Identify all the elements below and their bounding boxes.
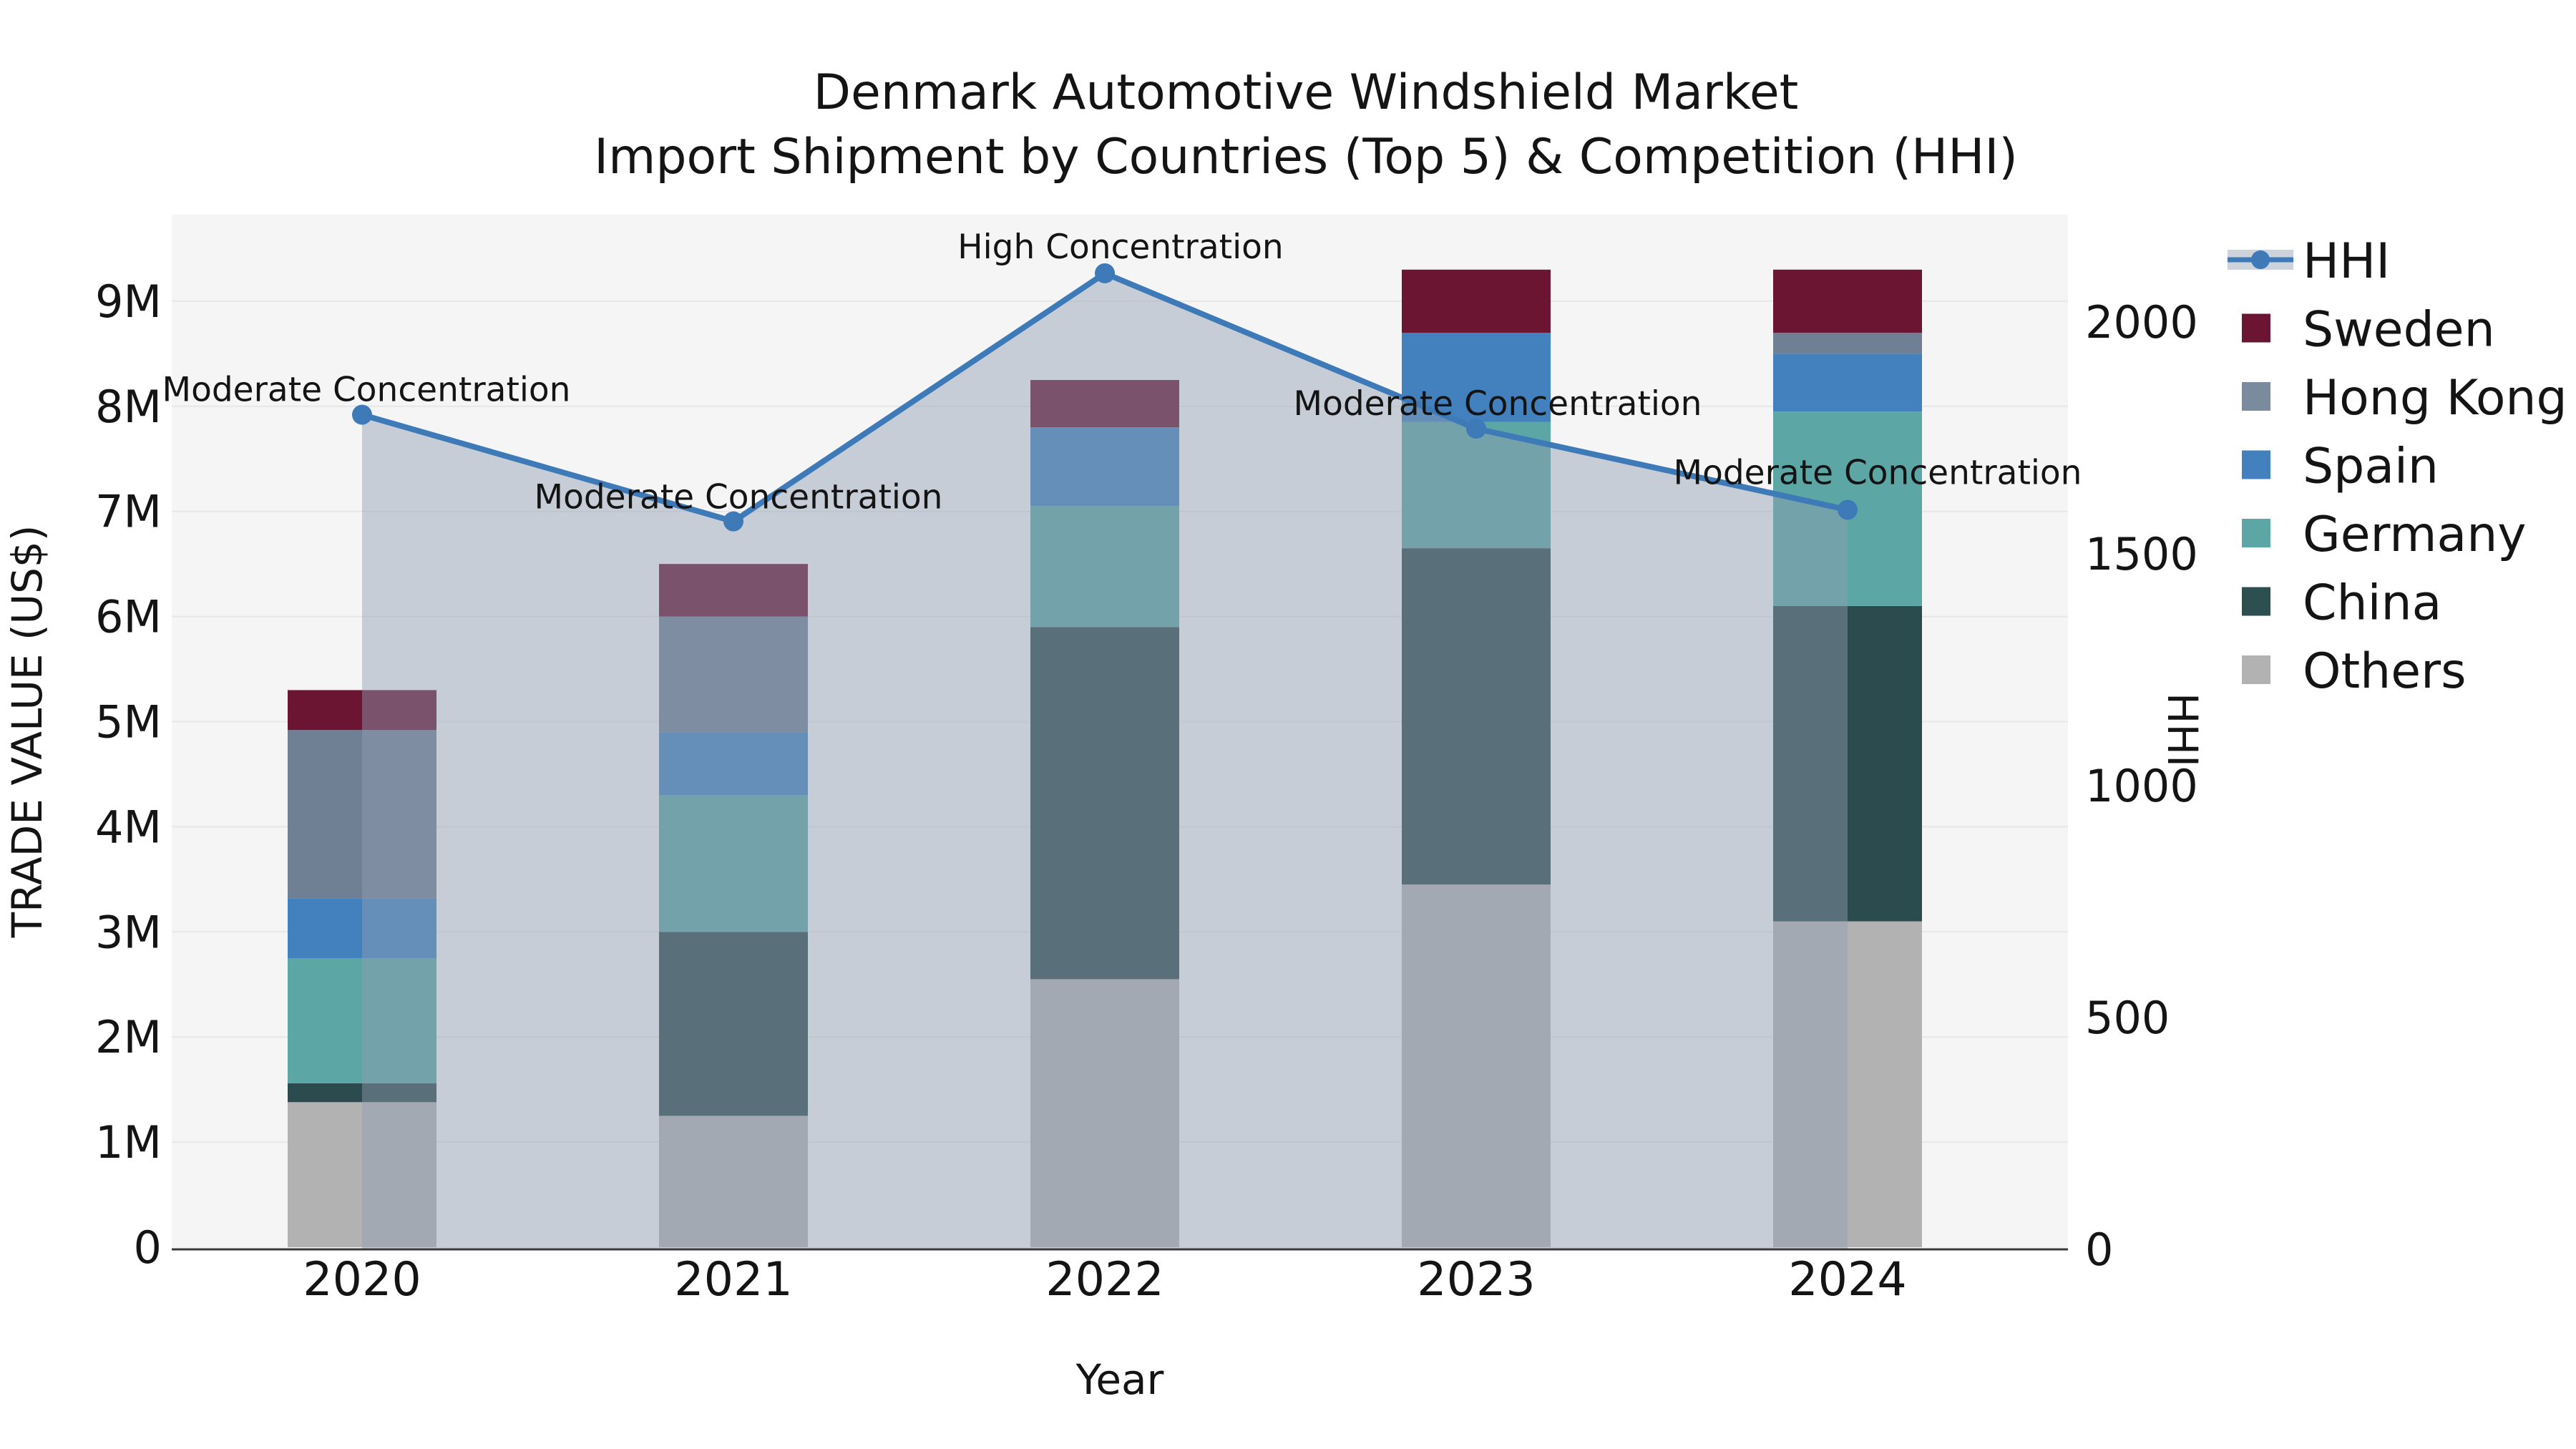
- bar-segment-hong-kong-2020: [288, 730, 436, 899]
- legend-hhi-marker: [2251, 250, 2270, 269]
- legend-label: Spain: [2303, 439, 2439, 495]
- bar-segment-china-2024: [1773, 605, 1922, 922]
- hhi-fill-area: [362, 273, 1848, 1250]
- y-tick-left: 2M: [95, 1011, 162, 1063]
- bar-segment-china-2022: [1030, 627, 1179, 980]
- annotation-label: Moderate Concentration: [1674, 453, 2082, 492]
- bar-segment-germany-2023: [1402, 421, 1551, 549]
- bar-segment-hong-kong-2021: [659, 616, 808, 733]
- bar-segment-sweden-2023: [1402, 269, 1551, 333]
- legend-label: Hong Kong: [2303, 370, 2567, 426]
- tick-labels-group: 0 1M 2M 3M 4M 5M 6M 7M 8M 9M 0 500 1000 1500 2000 2020 2…: [95, 275, 2198, 1307]
- bar-segment-others-2020: [288, 1102, 436, 1247]
- y-tick-right: 1500: [2085, 528, 2198, 580]
- annotation-label: Moderate Concentration: [535, 478, 943, 517]
- legend-item-sweden: Sweden: [2242, 302, 2495, 358]
- y-tick-left: 8M: [95, 381, 162, 433]
- legend-item-china: China: [2242, 575, 2441, 632]
- bar-segment-sweden-2024: [1773, 269, 1922, 333]
- bar-segment-germany-2020: [288, 958, 436, 1083]
- x-tick-2023: 2023: [1417, 1253, 1535, 1307]
- bar-segment-others-2024: [1773, 921, 1922, 1247]
- bar-segment-spain-2024: [1773, 353, 1922, 412]
- hhi-marker-2023: [1466, 419, 1486, 439]
- y-tick-right: 500: [2085, 992, 2170, 1044]
- bar-segment-others-2022: [1030, 979, 1179, 1247]
- bar-segment-china-2021: [659, 932, 808, 1116]
- bar-segment-germany-2022: [1030, 506, 1179, 628]
- y-tick-left: 6M: [95, 591, 162, 643]
- bars-group: [288, 269, 1922, 1247]
- legend-item-hhi: HHI: [2228, 233, 2390, 290]
- y-axis-label-left: TRADE VALUE (US$): [3, 525, 52, 939]
- y-tick-left: 7M: [95, 486, 162, 538]
- y-tick-left: 9M: [95, 275, 162, 328]
- bar-segment-sweden-2022: [1030, 380, 1179, 428]
- legend-label: China: [2303, 575, 2441, 632]
- chart-title-line1: Denmark Automotive Windshield Market: [814, 64, 1799, 121]
- legend-label: HHI: [2303, 233, 2390, 290]
- bar-segment-spain-2020: [288, 898, 436, 959]
- legend-label: Germany: [2303, 507, 2527, 563]
- x-tick-2024: 2024: [1788, 1253, 1906, 1307]
- chart-title-line2: Import Shipment by Countries (Top 5) & C…: [594, 129, 2018, 185]
- y-axis-label-right: HHI: [2158, 693, 2207, 767]
- bar-segment-china-2023: [1402, 548, 1551, 885]
- legend-item-spain: Spain: [2242, 439, 2439, 495]
- hhi-marker-2020: [352, 404, 372, 425]
- y-tick-left: 4M: [95, 801, 162, 853]
- annotation-label: Moderate Concentration: [1294, 384, 1702, 424]
- annotation-label: High Concentration: [957, 228, 1283, 267]
- legend-item-others: Others: [2242, 643, 2467, 700]
- y-tick-left: 0: [134, 1221, 162, 1274]
- x-tick-2022: 2022: [1045, 1253, 1163, 1307]
- x-axis-label: Year: [1075, 1355, 1164, 1404]
- hhi-line-group: [352, 263, 1858, 532]
- hhi-fill-group: [362, 273, 1848, 1250]
- hhi-marker-2021: [723, 511, 743, 532]
- legend-label: Others: [2303, 643, 2467, 700]
- y-tick-left: 5M: [95, 696, 162, 748]
- y-tick-left: 3M: [95, 906, 162, 958]
- bar-segment-germany-2021: [659, 795, 808, 932]
- legend-swatch: [2242, 382, 2270, 411]
- bar-segment-spain-2022: [1030, 427, 1179, 507]
- bar-segment-spain-2021: [659, 732, 808, 796]
- y-tick-right: 2000: [2085, 296, 2198, 348]
- legend-swatch: [2242, 655, 2270, 684]
- bar-segment-sweden-2020: [288, 690, 436, 731]
- x-tick-2021: 2021: [674, 1253, 792, 1307]
- legend-swatch: [2242, 313, 2270, 343]
- annotation-label: Moderate Concentration: [162, 371, 571, 410]
- legend-item-hong-kong: Hong Kong: [2242, 370, 2567, 426]
- legend-item-germany: Germany: [2242, 507, 2527, 563]
- legend-swatch: [2242, 587, 2270, 616]
- y-tick-right: 1000: [2085, 760, 2198, 812]
- legend-swatch: [2242, 519, 2270, 547]
- y-tick-right: 0: [2085, 1224, 2113, 1276]
- hhi-marker-2022: [1095, 263, 1115, 283]
- bar-segment-others-2021: [659, 1116, 808, 1247]
- annotations-group: Moderate Concentration Moderate Concentra…: [162, 228, 2082, 517]
- hhi-marker-2024: [1838, 499, 1858, 520]
- bar-segment-china-2020: [288, 1083, 436, 1103]
- legend-label: Sweden: [2303, 302, 2495, 358]
- y-tick-left: 1M: [95, 1116, 162, 1169]
- bar-segment-hong-kong-2024: [1773, 332, 1922, 354]
- legend: HHI Sweden Hong Kong Spain Germany China Other…: [2228, 233, 2567, 700]
- x-tick-2020: 2020: [303, 1253, 421, 1307]
- legend-swatch: [2242, 450, 2270, 479]
- bar-segment-others-2023: [1402, 884, 1551, 1247]
- bar-segment-sweden-2021: [659, 564, 808, 617]
